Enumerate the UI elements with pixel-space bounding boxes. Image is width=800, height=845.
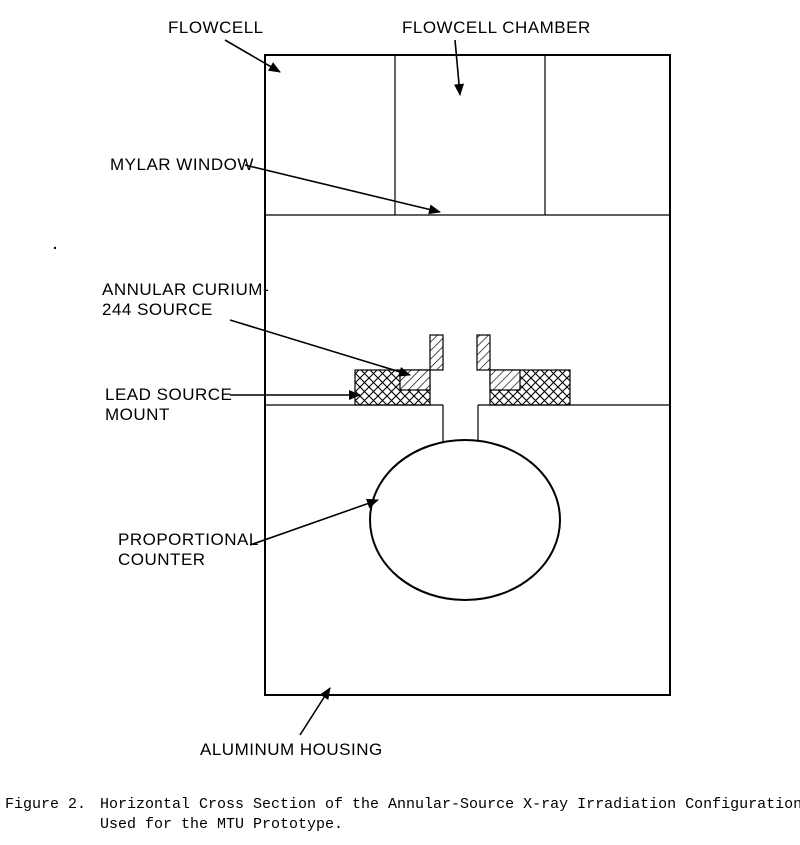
diagram-page: FLOWCELL FLOWCELL CHAMBER MYLAR WINDOW A…	[0, 0, 800, 845]
figure-caption-line1: Horizontal Cross Section of the Annular-…	[100, 795, 800, 815]
label-aluminum-housing: ALUMINUM HOUSING	[200, 740, 383, 760]
figure-caption-line2: Used for the MTU Prototype.	[100, 815, 343, 835]
label-flowcell: FLOWCELL	[168, 18, 264, 38]
label-proportional-counter: PROPORTIONAL COUNTER	[118, 530, 259, 569]
proportional-counter	[370, 440, 560, 600]
label-mylar-window: MYLAR WINDOW	[110, 155, 254, 175]
label-flowcell-chamber: FLOWCELL CHAMBER	[402, 18, 591, 38]
arrow-annular-curium	[230, 320, 410, 375]
collimator-wall-right	[477, 335, 490, 370]
label-lead-source-mount: LEAD SOURCE MOUNT	[105, 385, 232, 424]
label-annular-curium: ANNULAR CURIUM- 244 SOURCE	[102, 280, 269, 319]
collimator-wall-left	[430, 335, 443, 370]
arrow-mylar-window	[245, 165, 440, 212]
figure-caption-prefix: Figure 2.	[5, 795, 86, 815]
arrow-flowcell-chamber	[455, 40, 460, 95]
arrow-proportional-counter	[250, 500, 378, 545]
curium-source-right	[490, 370, 520, 390]
